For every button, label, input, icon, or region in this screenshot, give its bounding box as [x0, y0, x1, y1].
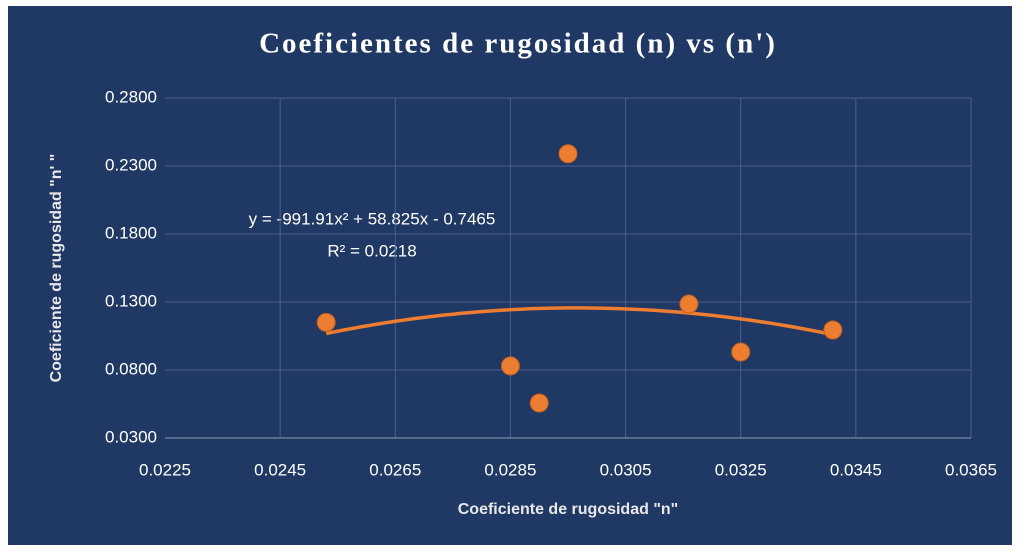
x-tick-label: 0.0225: [139, 460, 191, 479]
x-axis-label: Coeficiente de rugosidad "n": [458, 501, 679, 518]
data-point: [679, 294, 699, 314]
data-point: [558, 144, 578, 164]
chart-title: Coeficientes de rugosidad (n) vs (n'): [259, 28, 777, 60]
data-point: [500, 356, 520, 376]
x-tick-label: 0.0365: [945, 460, 997, 479]
x-tick-label: 0.0305: [600, 460, 652, 479]
data-point: [823, 320, 843, 340]
data-point: [316, 312, 336, 332]
data-point: [529, 393, 549, 413]
y-tick-label: 0.2800: [105, 87, 157, 106]
y-tick-label: 0.0300: [105, 427, 157, 446]
x-tick-label: 0.0325: [715, 460, 767, 479]
trendline-r-squared: R² = 0.0218: [327, 241, 416, 260]
x-tick-label: 0.0245: [254, 460, 306, 479]
data-point: [731, 342, 751, 362]
y-tick-label: 0.1800: [105, 223, 157, 242]
x-tick-label: 0.0265: [369, 460, 421, 479]
y-tick-label: 0.2300: [105, 155, 157, 174]
trendline: [325, 306, 834, 337]
y-axis-label: Coeficiente de rugosidad "n' ": [48, 154, 65, 383]
x-tick-label: 0.0345: [830, 460, 882, 479]
trendline-equation: y = -991.91x² + 58.825x - 0.7465: [249, 209, 496, 228]
x-tick-label: 0.0285: [484, 460, 536, 479]
y-tick-label: 0.1300: [105, 291, 157, 310]
y-tick-label: 0.0800: [105, 359, 157, 378]
